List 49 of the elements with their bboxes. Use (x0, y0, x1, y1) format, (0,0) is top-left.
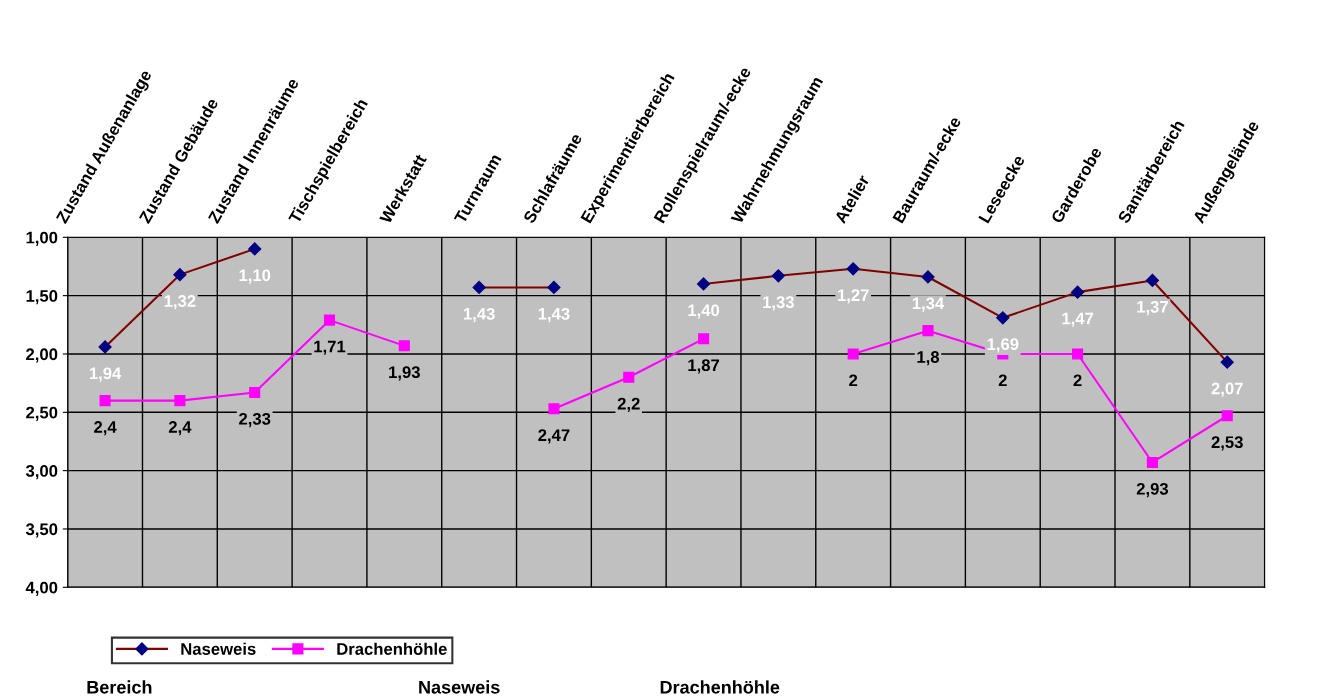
text: Drachenhöhle (660, 680, 780, 694)
y-tick-label: 1,50 (26, 290, 58, 305)
data-label: 1,87 (688, 359, 720, 374)
text: Naseweis (419, 680, 500, 694)
point (174, 395, 186, 407)
point (1146, 456, 1158, 469)
data-label: 1,32 (164, 295, 196, 310)
legend-label: Drachenhöhle (337, 642, 447, 655)
point (847, 348, 859, 360)
data-label: 2,4 (94, 421, 117, 436)
data-label: 1,8 (917, 351, 940, 366)
data-label: 1,47 (1062, 312, 1094, 327)
data-label: 2,53 (1211, 436, 1243, 451)
data-label: 1,94 (89, 367, 122, 382)
point (99, 395, 111, 407)
data-label: 1,33 (763, 296, 794, 311)
data-label: 1,69 (987, 338, 1019, 353)
text: Bereich (87, 680, 152, 694)
point (1221, 410, 1233, 422)
data-label: 2,93 (1136, 482, 1169, 498)
point (922, 325, 934, 337)
y-tick-label: 3,50 (25, 523, 58, 538)
point (249, 386, 261, 399)
y-tick-label: 2,50 (26, 406, 58, 421)
data-label: 1,40 (688, 304, 720, 319)
y-tick-label: 2,00 (26, 348, 58, 363)
y-tick-label: 3,00 (25, 465, 58, 480)
data-label: 2 (849, 374, 858, 387)
data-label: 2,33 (239, 412, 271, 428)
data-label: 1,43 (538, 307, 570, 323)
data-label: 1,10 (239, 269, 271, 284)
data-label: 2,4 (168, 421, 192, 436)
data-label: 2,47 (538, 429, 570, 444)
data-label: 2 (1073, 374, 1082, 387)
y-tick-label: 1,00 (26, 231, 58, 246)
data-label: 1,93 (389, 366, 420, 381)
data-label: 1,71 (314, 340, 346, 355)
point (1072, 348, 1084, 360)
data-label: 1,43 (463, 307, 495, 323)
data-label: 2,2 (617, 397, 640, 412)
y-tick-label: 4,00 (25, 581, 58, 596)
point (323, 314, 336, 326)
data-label: 2 (998, 374, 1007, 387)
data-label: 1,37 (1137, 300, 1168, 316)
data-label: 1,34 (912, 297, 945, 312)
data-label: 1,27 (838, 289, 869, 304)
point (398, 340, 410, 352)
legend-label: Naseweis (181, 642, 256, 655)
data-label: 2,07 (1211, 382, 1243, 397)
